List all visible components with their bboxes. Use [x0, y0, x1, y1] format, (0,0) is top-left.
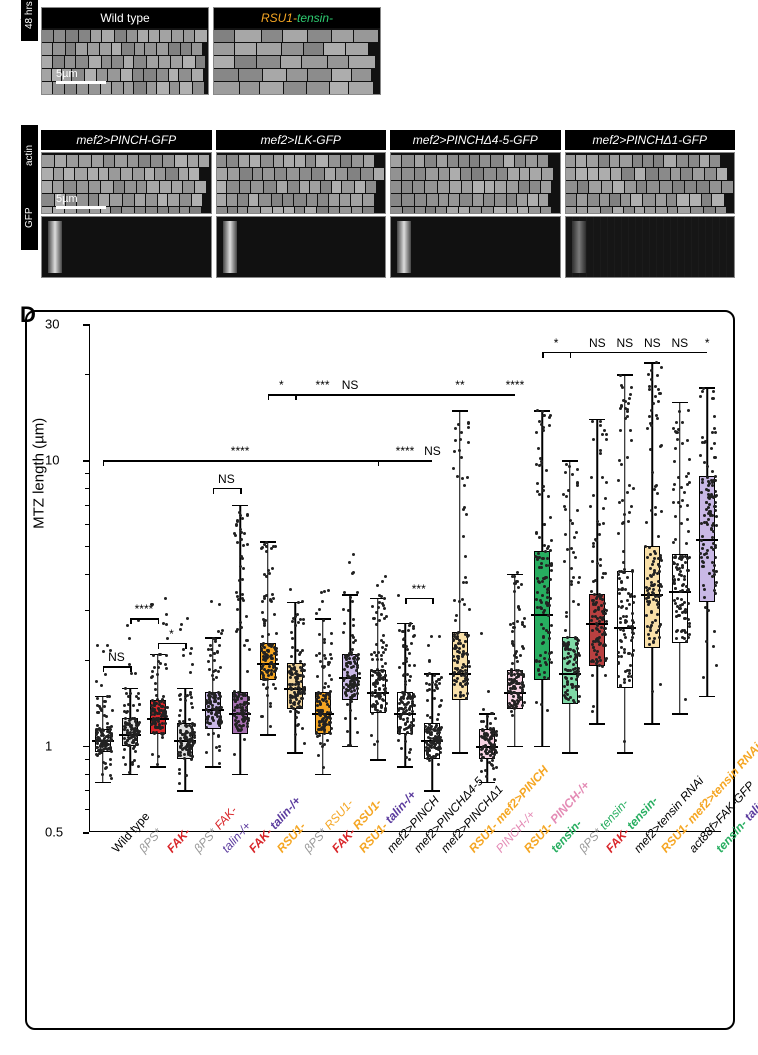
boxplot-group — [421, 324, 443, 832]
panel-b-gfp-image — [216, 216, 387, 278]
panel-b-actin-image — [216, 152, 387, 214]
panel-b-actin-image — [390, 152, 561, 214]
boxplot-group — [476, 324, 498, 832]
boxplot-group — [559, 324, 581, 832]
significance-label: **** — [506, 378, 525, 392]
panel-b-gfp-image — [41, 216, 212, 278]
boxplot-area: MTZ length (µm) 0.511030Wild typeβPS*FAK… — [89, 324, 717, 828]
boxplot-group — [504, 324, 526, 832]
significance-label: **** — [396, 444, 415, 458]
significance-label: * — [279, 378, 284, 392]
panel-b-gfp-image — [565, 216, 736, 278]
significance-label: NS — [342, 378, 359, 392]
boxplot-group — [586, 324, 608, 832]
boxplot-group — [119, 324, 141, 832]
boxplot-group — [641, 324, 663, 832]
panel-d: MTZ length (µm) 0.511030Wild typeβPS*FAK… — [25, 310, 735, 1030]
boxplot-group — [229, 324, 251, 832]
panel-a-sidelabel: 48 hrs APF — [21, 0, 38, 41]
boxplot-group — [202, 324, 224, 832]
significance-label: NS — [589, 336, 606, 350]
panel-b-col-header: mef2>PINCHΔ1-GFP — [565, 130, 736, 150]
boxplot-group — [394, 324, 416, 832]
significance-label: NS — [424, 444, 441, 458]
ytick-label: 10 — [45, 453, 59, 468]
panel-b-rowlabel-actin: actin — [21, 125, 38, 186]
panel-a-header-mut: RSU1- tensin- — [214, 8, 380, 28]
panel-b-rowlabel-gfp: GFP — [21, 185, 38, 250]
significance-label: **** — [135, 602, 154, 616]
boxplot-group — [531, 324, 553, 832]
scalebar-a: 5µm — [56, 68, 106, 84]
boxplot-group — [92, 324, 114, 832]
panel-b-actin-image — [565, 152, 736, 214]
y-axis-label: MTZ length (µm) — [31, 418, 48, 529]
boxplot-group — [367, 324, 389, 832]
panel-b: actin GFP mef2>PINCH-GFPmef2>ILK-GFPmef2… — [25, 130, 735, 278]
ytick-label: 1 — [45, 738, 52, 753]
significance-label: *** — [316, 378, 330, 392]
significance-label: NS — [671, 336, 688, 350]
panel-b-col-header: mef2>ILK-GFP — [216, 130, 387, 150]
boxplot-group — [669, 324, 691, 832]
significance-label: ** — [455, 378, 464, 392]
significance-label: NS — [108, 650, 125, 664]
boxplot-group — [696, 324, 718, 832]
panel-a-header-wt: Wild type — [42, 8, 208, 28]
panel-b-col-header: mef2>PINCH-GFP — [41, 130, 212, 150]
panel-b-actin-image: 5µm — [41, 152, 212, 214]
significance-label: *** — [412, 582, 426, 596]
panel-a-image-wt: Wild type 5µm — [41, 7, 209, 95]
boxplot-group — [339, 324, 361, 832]
boxplot-group — [614, 324, 636, 832]
boxplot-group — [147, 324, 169, 832]
panel-a-image-mut: RSU1- tensin- — [213, 7, 381, 95]
significance-label: NS — [644, 336, 661, 350]
panel-a: 48 hrs APF Wild type 5µm RSU1- tensin- — [25, 5, 405, 95]
panel-b-gfp-image — [390, 216, 561, 278]
significance-label: * — [169, 627, 174, 641]
significance-label: **** — [231, 444, 250, 458]
significance-label: * — [705, 336, 710, 350]
significance-label: NS — [218, 472, 235, 486]
ytick-label: 0.5 — [45, 825, 63, 840]
boxplot-group — [174, 324, 196, 832]
ytick-label: 30 — [45, 317, 59, 332]
panel-b-col-header: mef2>PINCHΔ4-5-GFP — [390, 130, 561, 150]
boxplot-group — [449, 324, 471, 832]
boxplot-group — [312, 324, 334, 832]
significance-label: * — [554, 336, 559, 350]
significance-label: NS — [616, 336, 633, 350]
